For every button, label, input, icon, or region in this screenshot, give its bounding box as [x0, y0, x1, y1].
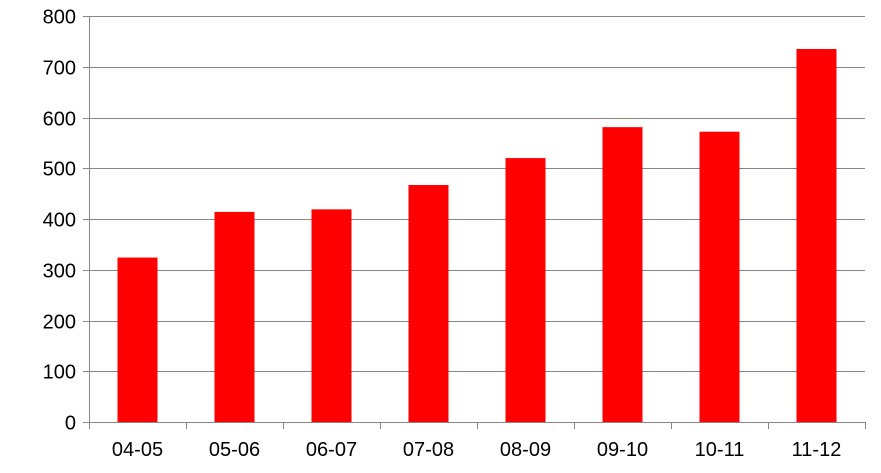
x-tick-label: 06-07 [306, 439, 357, 461]
x-tick-label: 04-05 [112, 439, 163, 461]
y-tick-label: 0 [65, 413, 76, 435]
axes [83, 16, 866, 429]
gridlines [89, 16, 865, 372]
x-tick-label: 10-11 [695, 439, 745, 461]
bar-07-08 [408, 184, 449, 422]
x-tick-label: 07-08 [403, 439, 454, 461]
y-tick-label: 800 [43, 7, 76, 29]
bar-04-05 [117, 257, 158, 422]
bars [117, 48, 837, 423]
y-tick-label: 500 [43, 159, 76, 181]
x-tick-label: 05-06 [209, 439, 260, 461]
y-tick-label: 700 [43, 58, 76, 80]
y-tick-label: 600 [43, 109, 76, 131]
y-tick-label: 200 [43, 312, 76, 334]
y-tick-label: 400 [43, 210, 76, 232]
bar-08-09 [505, 158, 546, 422]
bar-09-10 [602, 127, 643, 422]
bar-11-12 [796, 48, 837, 423]
y-tick-labels: 0 100 200 300 400 500 600 700 800 [43, 7, 76, 435]
x-tick-label: 09-10 [597, 439, 648, 461]
bar-10-11 [699, 131, 740, 422]
x-tick-labels: 04-05 05-06 06-07 07-08 08-09 09-10 10-11 11-12 [112, 439, 841, 461]
x-tick-label: 11-12 [792, 439, 842, 461]
x-tick-label: 08-09 [500, 439, 551, 461]
bar-06-07 [311, 209, 352, 422]
y-tick-label: 100 [43, 362, 76, 384]
y-tick-label: 300 [43, 261, 76, 283]
bar-05-06 [214, 211, 255, 422]
